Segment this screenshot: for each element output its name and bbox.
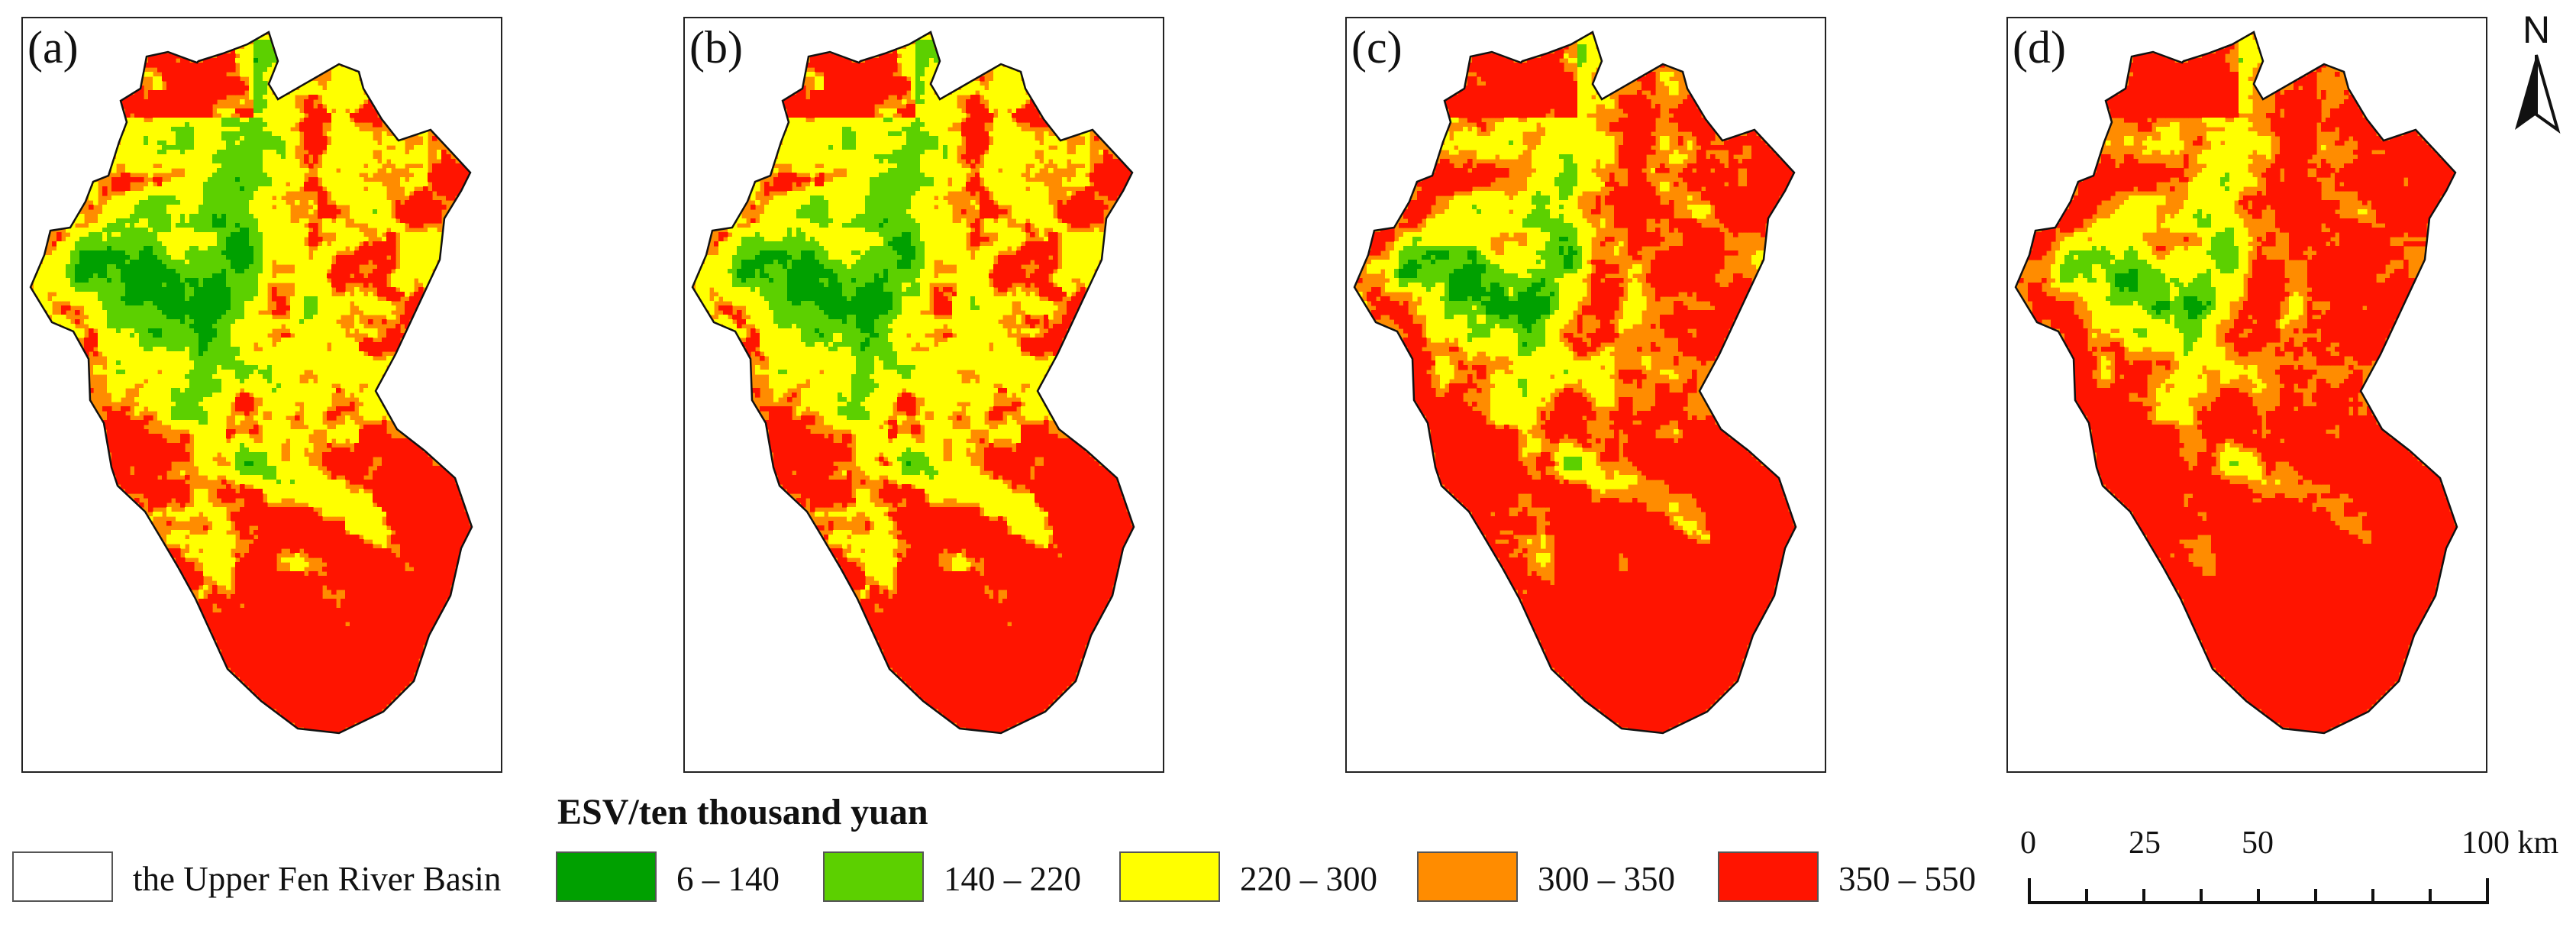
esv-raster	[2016, 32, 2457, 733]
scale-bar-line	[2028, 878, 2489, 904]
legend-boundary-swatch	[12, 851, 113, 902]
basin-boundary	[2014, 31, 2458, 735]
panel-label-a: (a)	[27, 24, 79, 70]
basin-boundary	[691, 31, 1135, 735]
scale-label-100km: 100 km	[2461, 825, 2558, 861]
panel-label-c: (c)	[1351, 24, 1403, 70]
panel-label-b: (b)	[689, 24, 743, 70]
esv-raster	[31, 32, 472, 733]
map-panel-d: (d)	[2006, 17, 2487, 773]
legend-swatch-3	[1119, 851, 1220, 902]
legend-swatch-4	[1417, 851, 1518, 902]
legend-swatch-5	[1718, 851, 1819, 902]
map-panel-b: (b)	[683, 17, 1164, 773]
legend-boundary-label: the Upper Fen River Basin	[133, 859, 501, 899]
basin-map-d	[2014, 31, 2458, 735]
esv-raster	[1354, 32, 1796, 733]
scale-bar: 0 25 50 100 km	[2016, 825, 2576, 924]
basin-boundary	[1353, 31, 1797, 735]
scale-label-25: 25	[2129, 825, 2161, 861]
legend-swatch-1	[556, 851, 657, 902]
scale-label-0: 0	[2020, 825, 2036, 861]
legend-label-4: 300 – 350	[1538, 859, 1675, 899]
legend-label-3: 220 – 300	[1240, 859, 1377, 899]
basin-map-c	[1353, 31, 1797, 735]
north-arrow-label: N	[2506, 8, 2567, 52]
north-arrow: N	[2506, 8, 2567, 137]
legend-title: ESV/ten thousand yuan	[557, 791, 928, 833]
scale-label-50: 50	[2242, 825, 2274, 861]
panel-label-d: (d)	[2013, 24, 2066, 70]
esv-raster	[692, 32, 1134, 733]
basin-boundary	[29, 31, 473, 735]
legend-label-2: 140 – 220	[944, 859, 1081, 899]
map-panel-c: (c)	[1345, 17, 1826, 773]
basin-map-a	[29, 31, 473, 735]
map-panel-a: (a)	[21, 17, 502, 773]
legend-label-1: 6 – 140	[676, 859, 780, 899]
legend-swatch-2	[823, 851, 924, 902]
legend-label-5: 350 – 550	[1838, 859, 1976, 899]
basin-map-b	[691, 31, 1135, 735]
north-arrow-icon	[2515, 54, 2561, 134]
